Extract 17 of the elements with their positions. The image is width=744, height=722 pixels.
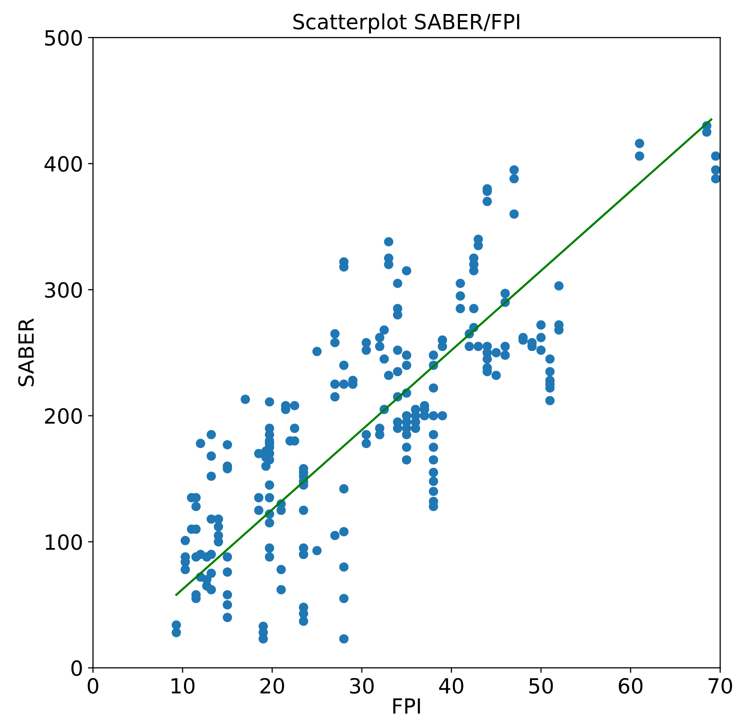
y-tick-label: 0 [71,660,82,676]
x-tick-label: 20 [260,678,284,694]
x-tick-label: 40 [439,678,464,694]
y-tick-label: 400 [44,156,82,172]
x-tick-label: 30 [350,678,374,694]
y-tick-label: 100 [46,534,82,550]
x-tick-label: 60 [618,678,642,694]
x-tick-label: 10 [172,678,194,694]
x-tick-label: 70 [708,678,732,694]
chart-title: Scatterplot SABER/FPI [293,13,520,34]
y-axis-title: SABER [18,318,34,386]
x-axis-title: FPI [393,698,420,714]
y-tick-label: 500 [45,30,82,46]
x-tick-label: 50 [529,678,553,694]
y-tick-label: 300 [45,282,82,298]
x-tick-label: 0 [88,678,98,694]
y-tick-label: 200 [45,408,82,424]
